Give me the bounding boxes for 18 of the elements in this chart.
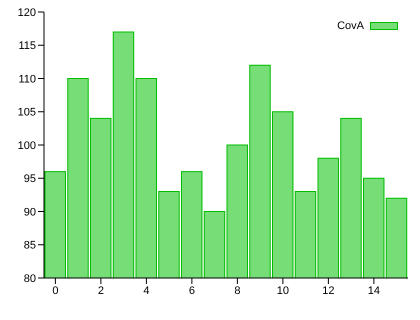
y-tick-label: 80	[24, 272, 36, 285]
x-tick-label: 12	[322, 284, 334, 297]
x-tick-label: 8	[234, 284, 240, 297]
y-tick-label: 105	[18, 106, 36, 119]
x-tick-label: 0	[52, 284, 58, 297]
y-tick-label: 85	[24, 240, 36, 252]
y-tick-label: 100	[18, 140, 36, 152]
y-tick-label: 90	[24, 206, 36, 218]
x-tick-label: 4	[143, 284, 150, 297]
x-tick-label: 2	[98, 284, 104, 297]
x-tick-label: 14	[368, 284, 380, 297]
y-tick-label: 115	[18, 40, 36, 52]
legend-label: CovA	[337, 20, 364, 32]
x-tick-label: 10	[276, 284, 289, 297]
x-tick-label: 6	[188, 284, 195, 297]
y-tick-label: 120	[18, 6, 36, 19]
y-tick-label: 95	[24, 173, 36, 186]
y-tick-label: 110	[18, 73, 36, 86]
